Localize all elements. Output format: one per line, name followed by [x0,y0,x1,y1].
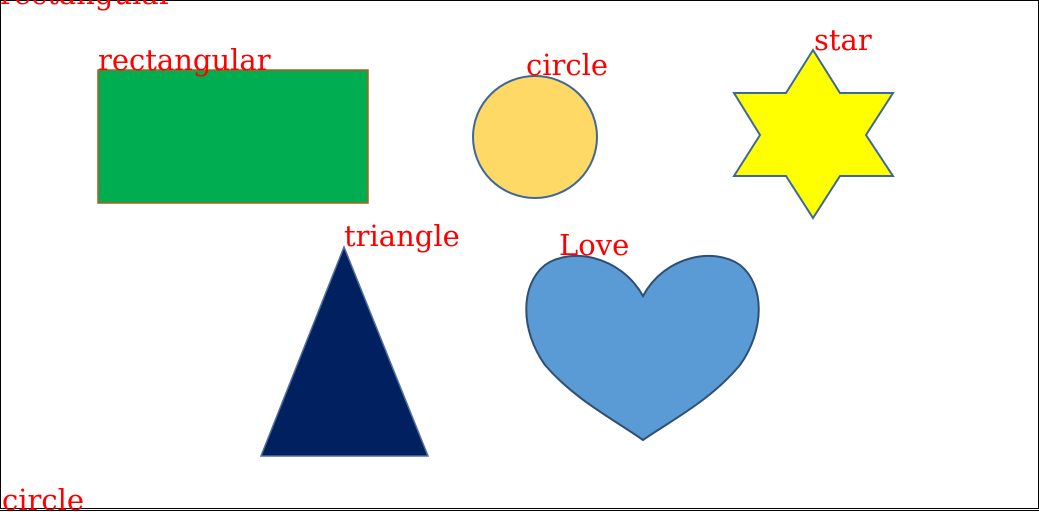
circle-label: circle [526,48,609,82]
star-label: star [814,23,872,57]
bottom-left-label: circle [2,483,85,512]
heart-label: Love [559,228,630,262]
star-shape [732,48,895,220]
top-left-cut-label: rectangular [0,0,173,9]
rectangle-label: rectangular [98,43,271,77]
circle-shape [472,75,598,199]
heart-shape [525,254,760,442]
canvas-bottom-line [0,510,1039,511]
triangle-shape [259,244,430,457]
triangle-label: triangle [344,219,460,253]
rectangle-shape [97,69,369,204]
